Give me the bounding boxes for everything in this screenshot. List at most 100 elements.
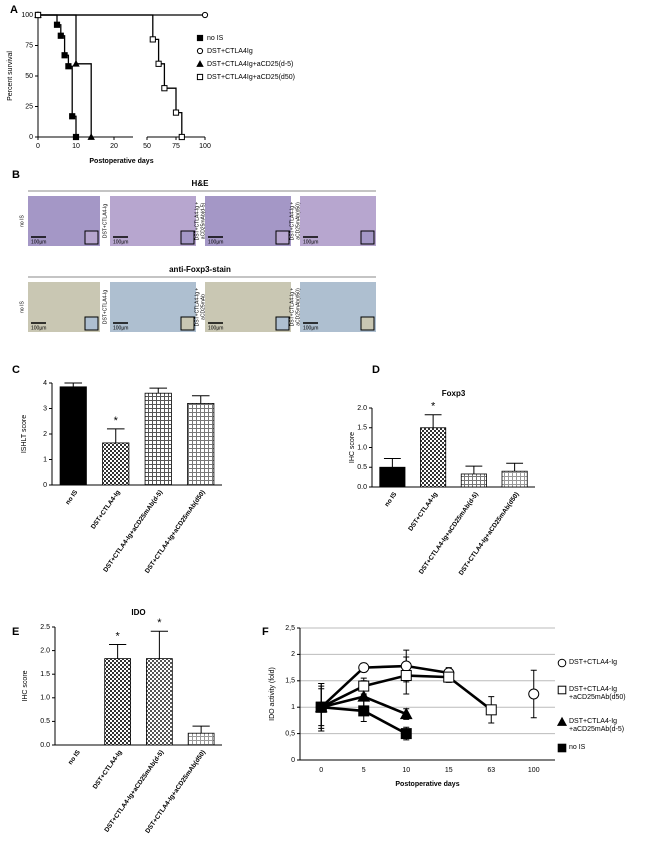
x-tick-label: DST+CTLA4-Ig	[90, 489, 122, 530]
marker	[358, 662, 370, 674]
marker	[53, 21, 61, 28]
y-tick-label: 2.0	[357, 405, 367, 412]
y-axis-title: IDO activity (fold)	[269, 667, 276, 721]
y-tick-label: 4	[43, 380, 47, 387]
marker	[399, 707, 413, 720]
image-label: aCD25mAb(d-5)	[200, 202, 206, 239]
x-tick-label: 20	[110, 143, 118, 150]
survival-step	[152, 38, 160, 64]
bar	[187, 402, 215, 486]
series-line	[321, 666, 534, 707]
image-label: DST+CTLA4-Ig +	[289, 202, 295, 241]
scale-bar-label: 100µm	[208, 239, 223, 245]
image-inset	[275, 230, 290, 245]
y-tick-label: 2.0	[40, 647, 50, 654]
error-bar	[106, 428, 125, 443]
x-tick-label: 10	[72, 143, 80, 150]
y-tick-label: 0	[291, 757, 295, 764]
x-axis-title: Postoperative days	[89, 158, 153, 165]
x-tick-label: no IS	[384, 491, 399, 509]
marker	[400, 660, 412, 672]
legend-entry: DST+CTLA4-Ig +aCD25mAb(d50)	[569, 686, 626, 701]
x-tick-label: 0	[36, 143, 40, 150]
legend-marker	[196, 60, 204, 67]
y-tick-label: 1	[291, 704, 295, 711]
y-tick-label: 2	[291, 651, 295, 658]
x-tick-label: 100	[199, 143, 211, 150]
legend-label: DST+CTLA4Ig	[207, 48, 253, 55]
image-label: DST+CTLA4-Ig	[102, 204, 108, 239]
marker	[485, 704, 497, 716]
scale-bar-label: 100µm	[303, 325, 318, 331]
image-label: DST+CTLA4-Ig +	[289, 288, 295, 327]
legend-label: DST+CTLA4Ig+aCD25(d50)	[207, 74, 295, 81]
image-inset	[84, 316, 99, 331]
legend-entry: no IS	[569, 744, 585, 751]
marker	[72, 59, 80, 67]
x-tick-label: DST+CTLA4-Ig	[407, 491, 439, 532]
y-tick-label: 0.5	[40, 718, 50, 725]
survival-step	[176, 111, 183, 137]
panel-label: E	[12, 626, 19, 638]
marker	[61, 52, 68, 59]
x-axis-title: Postoperative days	[395, 781, 459, 788]
chart-title: Foxp3	[442, 389, 466, 398]
image-label: aCD25mAb(d50)	[295, 202, 301, 240]
y-tick-label: 0.0	[357, 484, 367, 491]
y-tick-label: 1	[43, 456, 47, 463]
y-tick-label: 75	[25, 42, 33, 49]
legend-marker	[196, 47, 204, 55]
bar	[501, 470, 528, 488]
marker	[201, 11, 209, 19]
legend-label: DST+CTLA4-Ig +aCD25mAb(d-5)	[569, 718, 625, 733]
panel-label: D	[372, 364, 380, 376]
image-inset	[275, 316, 290, 331]
y-axis-title: Percent survival	[7, 51, 14, 101]
marker	[443, 671, 455, 683]
survival-step	[158, 63, 166, 89]
marker	[358, 705, 370, 717]
legend-label: no IS	[207, 35, 224, 42]
legend-marker	[196, 34, 204, 42]
x-tick-label: no IS	[64, 489, 79, 507]
error-bar	[64, 382, 83, 387]
bar	[460, 473, 487, 488]
image-inset	[84, 230, 99, 245]
x-tick-label: 75	[172, 143, 180, 150]
error-bar	[424, 414, 442, 428]
panel-label: B	[12, 169, 20, 181]
survival-step	[72, 115, 77, 137]
survival-step	[38, 14, 154, 40]
scale-bar-label: 100µm	[113, 325, 128, 331]
y-tick-label: 0,5	[285, 730, 295, 737]
significance-star: *	[115, 630, 120, 642]
image-label: DST+CTLA4-Ig +	[194, 288, 200, 327]
marker	[161, 85, 168, 92]
bar	[104, 658, 131, 746]
x-tick-label: 100	[528, 767, 540, 774]
image-label: aCD25mAb(d50)	[295, 288, 301, 326]
error-bar	[150, 630, 169, 659]
legend-marker	[557, 658, 567, 668]
y-tick-label: 25	[25, 103, 33, 110]
significance-star: *	[157, 617, 162, 629]
scale-bar-label: 100µm	[31, 325, 46, 331]
error-bar	[108, 643, 127, 659]
error-bar	[383, 458, 401, 468]
y-tick-label: 1.5	[357, 425, 367, 432]
scale-bar-label: 100µm	[113, 239, 128, 245]
y-tick-label: 50	[25, 73, 33, 80]
y-axis-title: IHC score	[349, 432, 356, 463]
marker	[87, 133, 95, 140]
y-tick-label: 1.5	[40, 671, 50, 678]
image-label: no IS	[19, 301, 25, 313]
bar	[144, 392, 172, 486]
marker	[400, 670, 412, 682]
x-tick-label: 0	[319, 767, 323, 774]
x-tick-label: 63	[487, 767, 495, 774]
scale-bar-label: 100µm	[303, 239, 318, 245]
legend-label: DST+CTLA4-Ig	[569, 659, 618, 666]
y-tick-label: 1,5	[285, 678, 295, 685]
y-tick-label: 2	[43, 431, 47, 438]
legend-marker	[556, 716, 568, 726]
